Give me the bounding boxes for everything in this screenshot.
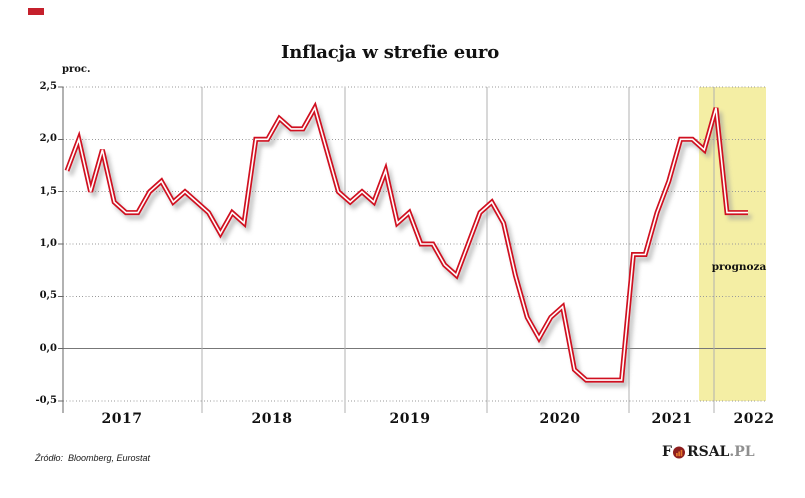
y-axis-unit-label: proc. <box>62 64 91 75</box>
y-tick-label: 1,5 <box>39 185 57 197</box>
logo-bar <box>681 449 683 457</box>
chart-title: Inflacja w strefie euro <box>280 42 500 63</box>
y-tick-label: 2,5 <box>39 81 57 92</box>
source-value: Bloomberg, Eurostat <box>68 453 151 463</box>
year-label: 2022 <box>733 411 775 427</box>
source-note: Źródło: Bloomberg, Eurostat <box>35 453 150 463</box>
y-tick-label: 1,0 <box>39 238 57 249</box>
y-tick-label: -0,5 <box>35 395 57 406</box>
source-label: Źródło: <box>35 453 64 463</box>
logo-text-f: F <box>662 444 672 460</box>
line-shadow <box>68 105 752 388</box>
y-tick-label: 0,5 <box>39 290 57 302</box>
year-label: 2018 <box>251 411 293 427</box>
year-label: 2021 <box>651 411 693 427</box>
year-label: 2019 <box>389 411 431 427</box>
forecast-label: prognoza <box>711 261 767 273</box>
forsal-logo: F RSAL .PL <box>662 444 755 460</box>
corner-red-mark <box>28 8 44 15</box>
logo-bar <box>676 453 679 457</box>
logo-barchart-o-icon <box>673 446 686 459</box>
year-label: 2017 <box>101 411 143 427</box>
year-label: 2020 <box>539 411 581 427</box>
logo-text-rsal: RSAL <box>686 444 730 460</box>
logo-text-pl: .PL <box>729 444 755 460</box>
logo-bar <box>678 451 681 457</box>
y-tick-label: 2,0 <box>39 133 57 145</box>
y-tick-label: 0,0 <box>39 342 57 354</box>
inflation-line-core <box>66 105 748 381</box>
